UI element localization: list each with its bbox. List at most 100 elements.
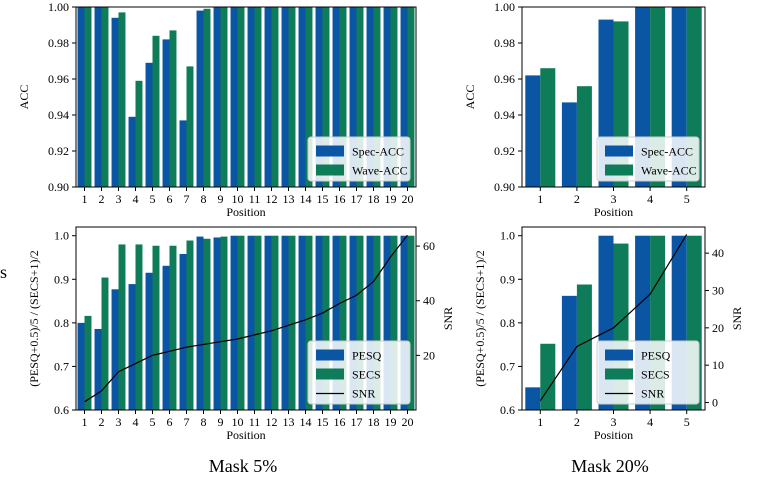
bar-secs-13 [288,235,296,410]
xtick-label: 12 [266,192,278,206]
xtick-label: 16 [334,415,346,429]
yaxis-label: ACC [463,85,477,110]
legend-swatch-spec-acc [605,145,633,157]
bar-secs-18 [373,235,381,410]
xtick-label: 9 [218,192,224,206]
xtick-label: 2 [574,192,580,206]
ytick-label: 0.7 [54,359,69,373]
bar-pesq-7 [179,254,187,410]
legend-label-pesq: PESQ [352,349,382,363]
xtick-label: 5 [150,192,156,206]
xaxis-label: Position [226,205,265,219]
bar-secs-9 [220,236,228,410]
bar-wave-acc-16 [339,7,347,187]
bar-wave-acc-6 [169,30,177,188]
legend-label-snr: SNR [352,387,375,401]
legend: PESQ SECS SNR [596,340,700,405]
legend-label-pesq: PESQ [641,349,671,363]
bar-secs-2 [576,284,592,410]
bar-wave-acc-19 [390,7,398,187]
xtick-label: 1 [82,192,88,206]
xtick-label: 15 [317,192,329,206]
bar-secs-2 [101,277,109,410]
chart-acc_mask20: 0.90 0.92 0.94 0.96 0.98 1.00 1 2 3 4 5 Position ACC… [463,0,706,219]
bar-spec-acc-19 [383,7,391,187]
legend-swatch-wave-acc [605,164,633,176]
xtick-label: 4 [133,415,139,429]
bar-secs-11 [254,235,262,410]
xaxis-label: Position [594,205,633,219]
legend-label-wave-acc: Wave-ACC [352,164,408,178]
bar-secs-5 [152,245,160,410]
bar-spec-acc-10 [230,7,238,187]
caption-mask-5: Mask 5% [208,456,278,476]
plot-frame [75,226,417,411]
legend-swatch-secs [316,368,344,380]
xtick-label: 20 [402,415,414,429]
ytick-label: 1.00 [494,0,515,14]
xtick-label: 14 [300,192,312,206]
xtick-label: 16 [334,192,346,206]
bar-spec-acc-11 [247,7,255,187]
bar-secs-7 [186,240,194,410]
xtick-label: 13 [283,415,295,429]
bar-pesq-5 [145,272,153,410]
bar-secs-16 [339,235,347,410]
bar-spec-acc-13 [281,7,289,187]
bar-pesq-11 [247,235,255,410]
bar-pesq-19 [383,235,391,410]
bar-pesq-13 [281,235,289,410]
xtick-label: 11 [249,192,261,206]
bar-secs-1 [540,343,556,410]
xtick-label: 15 [317,415,329,429]
edge-text: s. [0,262,8,282]
bar-spec-acc-9 [213,7,221,187]
bar-wave-acc-9 [220,7,228,187]
bar-spec-acc-4 [128,116,136,187]
ytick-label: 0.94 [494,108,515,122]
legend-swatch-spec-acc [316,145,344,157]
ytick-label: 0.6 [500,403,515,417]
xtick-label: 1 [82,415,88,429]
bar-secs-12 [271,235,279,410]
bar-spec-acc-12 [264,7,272,187]
bar-secs-19 [390,235,398,410]
xtick-label: 5 [684,192,690,206]
bar-wave-acc-11 [254,7,262,187]
bar-spec-acc-2 [561,102,577,187]
bar-wave-acc-10 [237,7,245,187]
bar-spec-acc-6 [162,39,170,188]
xtick-label: 11 [249,415,261,429]
legend-label-spec-acc: Spec-ACC [641,145,693,159]
ytick-label: 0.7 [500,359,515,373]
ytick-label: 0.98 [494,36,515,50]
legend-swatch-wave-acc [316,164,344,176]
legend-label-spec-acc: Spec-ACC [352,145,404,159]
ytick-label: 0.96 [494,72,515,86]
chart-quality_mask20: 0.6 0.7 0.8 0.9 1.0 0 10 20 30 40 SNR 1 2 3 4 5 Position… [473,226,744,442]
xtick-label: 3 [611,192,617,206]
xtick-label: 10 [232,415,244,429]
bar-spec-acc-18 [366,7,374,187]
bar-pesq-2 [94,328,102,410]
bar-pesq-20 [400,235,408,410]
xtick-label: 4 [647,192,653,206]
chart-acc_mask5: 0.900.920.940.960.981.001 2 3 4 5 6 7 8 9 10 11 12 1… [17,0,417,219]
bar-wave-acc-7 [186,66,194,187]
xaxis-label: Position [594,428,633,442]
xtick-label: 13 [283,192,295,206]
line-snr [84,234,408,403]
bar-secs-17 [356,235,364,410]
xtick-label: 3 [116,415,122,429]
bar-secs-3 [118,244,126,410]
bar-pesq-3 [111,289,119,410]
bar-pesq-4 [128,284,136,410]
bar-secs-20 [407,235,415,410]
bar-pesq-1 [525,387,541,410]
bar-spec-acc-16 [332,7,340,187]
ytick-label: 1.0 [54,229,69,243]
xtick-label: 2 [574,415,580,429]
xtick-label: 9 [218,415,224,429]
bar-wave-acc-5 [152,35,160,187]
